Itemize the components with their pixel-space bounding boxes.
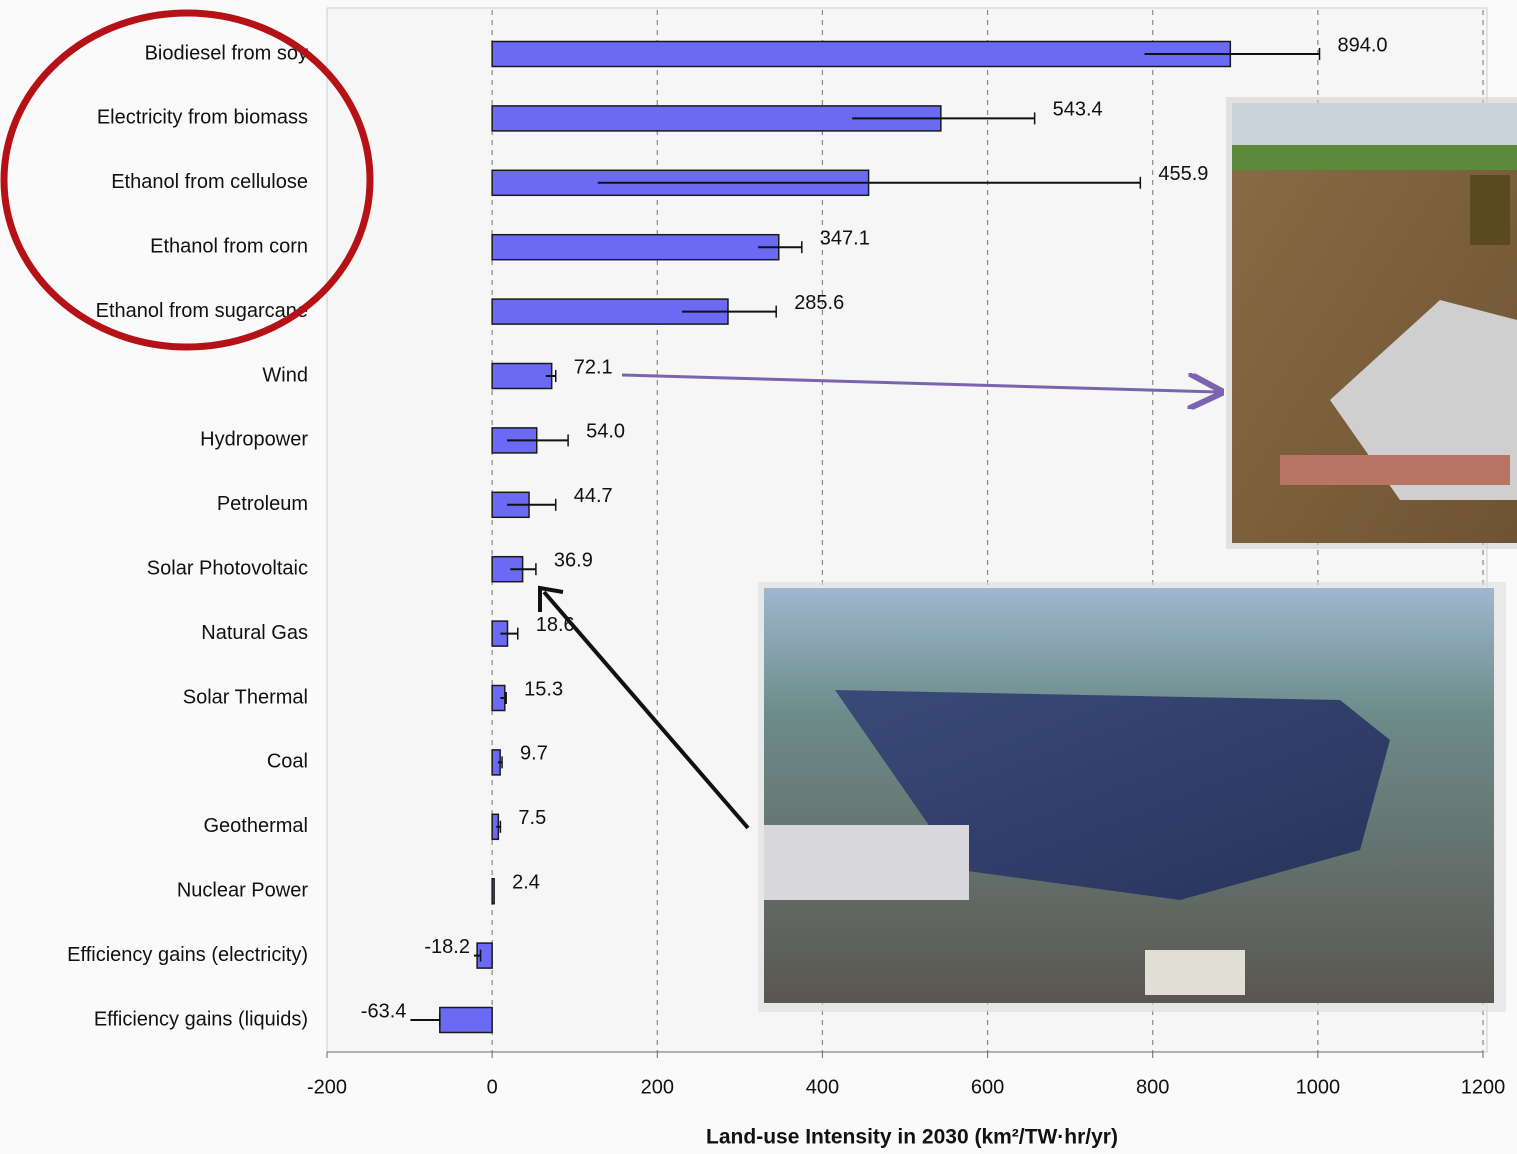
value-label: 543.4 bbox=[1053, 99, 1103, 121]
photo-building bbox=[764, 825, 969, 900]
y-tick-label: Ethanol from cellulose bbox=[111, 171, 308, 193]
photo-field bbox=[1232, 145, 1517, 170]
photo-concrete bbox=[1330, 300, 1517, 500]
y-tick-label: Hydropower bbox=[200, 429, 308, 451]
y-tick-label: Coal bbox=[267, 751, 308, 773]
y-tick-label: Solar Thermal bbox=[183, 686, 308, 708]
bar bbox=[491, 362, 553, 390]
photo-digger bbox=[1470, 175, 1510, 245]
bar bbox=[491, 877, 495, 905]
y-tick-label: Nuclear Power bbox=[177, 879, 309, 901]
bar bbox=[491, 233, 780, 261]
y-tick-label: Solar Photovoltaic bbox=[147, 557, 308, 579]
value-label: 72.1 bbox=[574, 356, 613, 378]
y-tick-label: Geothermal bbox=[204, 815, 309, 837]
y-tick-label: Ethanol from sugarcane bbox=[96, 300, 308, 322]
photo-sky bbox=[1232, 103, 1517, 145]
x-tick-label: 0 bbox=[487, 1076, 498, 1098]
value-label: 455.9 bbox=[1158, 163, 1208, 185]
y-tick-label: Natural Gas bbox=[201, 622, 308, 644]
y-tick-label: Biodiesel from soy bbox=[145, 42, 308, 64]
photo-panels bbox=[835, 690, 1390, 900]
value-label: 44.7 bbox=[574, 485, 613, 507]
value-label: 15.3 bbox=[524, 678, 563, 700]
value-label: 54.0 bbox=[586, 421, 625, 443]
highlight-circle bbox=[0, 9, 374, 351]
arrow bbox=[542, 590, 750, 830]
x-tick-label: 1200 bbox=[1461, 1076, 1506, 1098]
value-label: 18.6 bbox=[536, 614, 575, 636]
photo-building bbox=[1145, 950, 1245, 995]
bar bbox=[491, 40, 1232, 68]
arrow bbox=[621, 375, 1218, 392]
x-tick-label: 800 bbox=[1136, 1076, 1169, 1098]
value-label: 347.1 bbox=[820, 227, 870, 249]
x-tick-label: 1000 bbox=[1296, 1076, 1341, 1098]
value-label: -18.2 bbox=[424, 936, 470, 958]
y-tick-label: Wind bbox=[262, 364, 308, 386]
x-axis-title: Land-use Intensity in 2030 (km²/TW·hr/yr… bbox=[706, 1126, 1118, 1149]
value-label: 7.5 bbox=[518, 807, 546, 829]
arrow-head bbox=[538, 585, 564, 612]
y-tick-label: Petroleum bbox=[217, 493, 308, 515]
value-label: 36.9 bbox=[554, 549, 593, 571]
value-label: 285.6 bbox=[794, 292, 844, 314]
value-label: 894.0 bbox=[1338, 34, 1388, 56]
x-tick-label: 600 bbox=[971, 1076, 1004, 1098]
value-label: -63.4 bbox=[361, 1000, 407, 1022]
y-tick-label: Ethanol from corn bbox=[150, 235, 308, 257]
y-tick-label: Efficiency gains (electricity) bbox=[67, 944, 308, 966]
value-label: 2.4 bbox=[512, 871, 540, 893]
photos bbox=[758, 97, 1517, 1012]
photo-rebar bbox=[1280, 455, 1510, 485]
y-tick-label: Electricity from biomass bbox=[97, 107, 308, 129]
bars: Biodiesel from soy 894.0 Electricity from … bbox=[67, 34, 1388, 1034]
bar bbox=[439, 1006, 493, 1034]
value-label: 9.7 bbox=[520, 743, 548, 765]
x-tick-label: 200 bbox=[641, 1076, 674, 1098]
y-tick-label: Efficiency gains (liquids) bbox=[94, 1008, 308, 1030]
x-tick-label: -200 bbox=[307, 1076, 347, 1098]
x-tick-label: 400 bbox=[806, 1076, 839, 1098]
